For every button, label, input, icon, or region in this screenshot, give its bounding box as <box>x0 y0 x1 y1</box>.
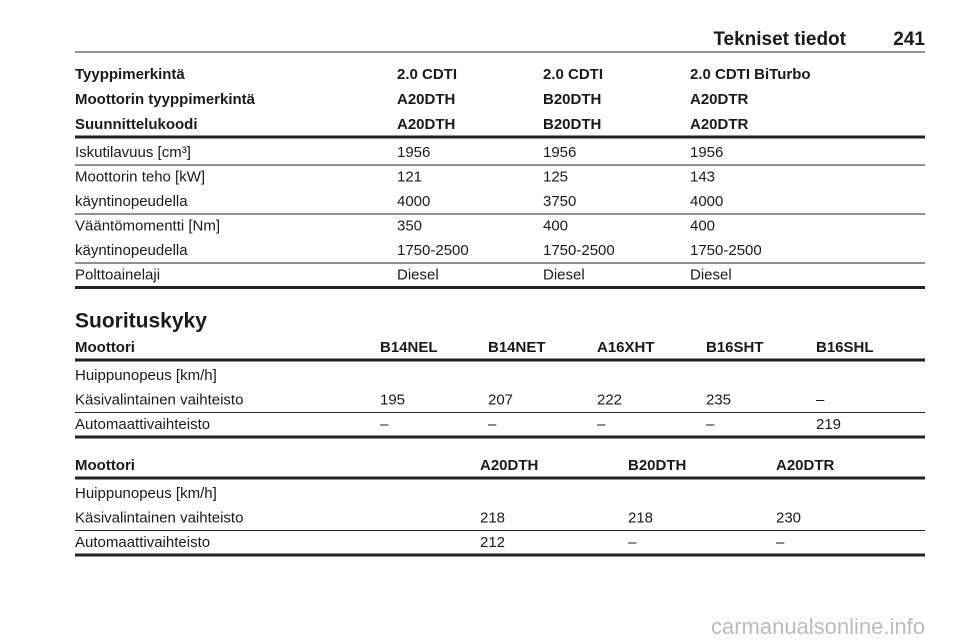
table-cell: 218 <box>628 509 653 526</box>
table-cell: – <box>597 416 606 433</box>
table-cell: käyntinopeudella <box>75 242 188 259</box>
table-cell: 207 <box>488 391 513 408</box>
table-cell: Diesel <box>690 266 732 283</box>
table-cell: 212 <box>480 534 505 551</box>
column-header: A20DTH <box>480 457 538 474</box>
table-cell: Polttoainelaji <box>75 266 160 283</box>
column-header: B20DTH <box>543 91 601 108</box>
column-header: B20DTH <box>543 116 601 133</box>
table-cell: käyntinopeudella <box>75 193 188 210</box>
table-cell: – <box>706 416 715 433</box>
column-header: B16SHT <box>706 339 764 356</box>
table-cell: Huippunopeus [km/h] <box>75 367 217 384</box>
column-header: A16XHT <box>597 339 655 356</box>
column-header: B14NET <box>488 339 546 356</box>
column-header: 2.0 CDTI <box>543 66 603 83</box>
table-cell: – <box>628 534 637 551</box>
column-header: A20DTH <box>397 91 455 108</box>
table-cell: 143 <box>690 168 715 185</box>
table-cell: 3750 <box>543 193 576 210</box>
table-cell: 125 <box>543 168 568 185</box>
table-cell: – <box>488 416 497 433</box>
table-cell: Automaattivaihteisto <box>75 534 210 551</box>
table-cell: 4000 <box>397 193 430 210</box>
column-header: Moottori <box>75 339 135 356</box>
table-cell: 1750-2500 <box>397 242 469 259</box>
table-cell: 222 <box>597 391 622 408</box>
watermark: carmanualsonline.info <box>711 614 925 639</box>
section-title: Suorituskyky <box>75 310 207 333</box>
table-cell: Diesel <box>543 266 585 283</box>
table-cell: Diesel <box>397 266 439 283</box>
table-cell: – <box>380 416 389 433</box>
table-cell: 4000 <box>690 193 723 210</box>
table-cell: Käsivalintainen vaihteisto <box>75 391 243 408</box>
table-cell: 1750-2500 <box>690 242 762 259</box>
table-cell: – <box>776 534 785 551</box>
table-cell: 121 <box>397 168 422 185</box>
table-cell: 1750-2500 <box>543 242 615 259</box>
column-header: 2.0 CDTI <box>397 66 457 83</box>
table-cell: 350 <box>397 217 422 234</box>
column-header: Suunnittelukoodi <box>75 116 197 133</box>
table-cell: 400 <box>543 217 568 234</box>
table-cell: Iskutilavuus [cm³] <box>75 144 191 161</box>
column-header: A20DTR <box>776 457 835 474</box>
column-header: Tyyppimerkintä <box>75 66 185 83</box>
column-header: B14NEL <box>380 339 438 356</box>
column-header: B20DTH <box>628 457 686 474</box>
table-cell: Automaattivaihteisto <box>75 416 210 433</box>
table-cell: 218 <box>480 509 505 526</box>
running-title: Tekniset tiedot <box>713 29 846 50</box>
column-header: 2.0 CDTI BiTurbo <box>690 66 811 83</box>
table-cell: 219 <box>816 416 841 433</box>
column-header: Moottorin tyyppimerkintä <box>75 91 256 108</box>
column-header: Moottori <box>75 457 135 474</box>
table-cell: 195 <box>380 391 405 408</box>
page-number: 241 <box>893 29 925 50</box>
column-header: A20DTH <box>397 116 455 133</box>
table-cell: Huippunopeus [km/h] <box>75 485 217 502</box>
table-cell: Moottorin teho [kW] <box>75 168 205 185</box>
table-cell: Käsivalintainen vaihteisto <box>75 509 243 526</box>
table-cell: 1956 <box>690 144 723 161</box>
table-cell: 235 <box>706 391 731 408</box>
column-header: A20DTR <box>690 116 749 133</box>
table-cell: 230 <box>776 509 801 526</box>
table-cell: Vääntömomentti [Nm] <box>75 217 220 234</box>
table-cell: 1956 <box>397 144 430 161</box>
table-cell: – <box>816 391 825 408</box>
table-cell: 400 <box>690 217 715 234</box>
column-header: B16SHL <box>816 339 874 356</box>
table-cell: 1956 <box>543 144 576 161</box>
column-header: A20DTR <box>690 91 749 108</box>
